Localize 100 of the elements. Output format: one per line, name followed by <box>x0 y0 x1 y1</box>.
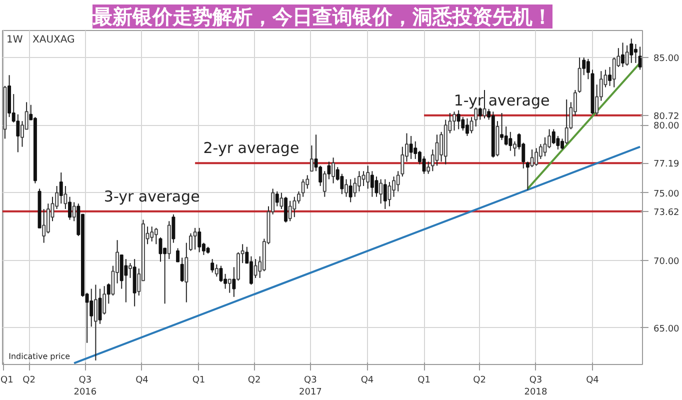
candlestick <box>344 178 348 198</box>
candlestick <box>301 178 305 198</box>
candlestick <box>465 118 469 136</box>
x-tick-label: Q4 <box>586 376 600 386</box>
candlestick <box>400 146 404 178</box>
candlestick <box>180 257 184 283</box>
candlestick <box>106 282 110 304</box>
y-tick-label: 80.00 <box>654 122 680 132</box>
candlestick <box>232 266 236 298</box>
candlestick <box>254 258 258 278</box>
candlestick <box>366 165 370 190</box>
chart-subtitle: 1W <box>6 34 23 46</box>
candlestick <box>90 288 94 328</box>
candlestick <box>288 200 292 222</box>
candlestick <box>327 161 331 180</box>
candlestick <box>214 264 218 278</box>
candlestick <box>435 134 439 166</box>
candlestick <box>409 135 413 160</box>
candlestick <box>16 114 20 153</box>
annotation: 2-yr average <box>203 139 300 158</box>
candlestick <box>534 148 538 166</box>
candlestick <box>456 110 460 130</box>
candlestick <box>638 46 642 70</box>
candlestick <box>219 265 223 283</box>
candlestick <box>478 107 482 120</box>
candlestick <box>621 42 624 68</box>
candlestick <box>362 170 366 187</box>
candlestick <box>42 208 46 244</box>
candlestick <box>275 190 279 207</box>
candlestick <box>414 140 418 160</box>
candlestick <box>383 178 387 210</box>
candlestick <box>630 38 634 64</box>
candlestick <box>564 98 568 145</box>
annotation: Indicative price <box>8 352 70 362</box>
annotation: 1-yr average <box>454 91 550 110</box>
candlestick <box>310 144 314 172</box>
candlestick <box>552 128 556 145</box>
candlestick <box>128 262 132 278</box>
candlestick <box>292 196 296 218</box>
annotation: 3-yr average <box>104 187 200 206</box>
candlestick <box>426 161 430 174</box>
x-tick-label: Q3 2017 <box>299 376 322 398</box>
candlestick <box>530 148 534 168</box>
candlestick <box>210 258 214 274</box>
candlestick <box>612 57 616 88</box>
candlestick <box>379 178 383 204</box>
candlestick <box>608 66 612 86</box>
candlestick <box>470 116 474 134</box>
candlestick <box>526 161 530 191</box>
candlestick <box>64 186 68 210</box>
x-tick-label: Q3 2018 <box>524 376 548 398</box>
candlestick <box>306 174 310 190</box>
candlestick <box>193 227 197 250</box>
candlestick <box>625 44 629 66</box>
candlestick <box>348 178 352 203</box>
data-label: 77.19 <box>654 160 680 170</box>
candlestick <box>374 176 378 198</box>
x-tick-label: Q4 <box>136 376 149 386</box>
candlestick <box>94 284 98 361</box>
x-tick-label: Q4 <box>360 376 374 386</box>
candlestick <box>508 131 512 152</box>
x-tick-label: Q1 <box>418 376 430 386</box>
x-tick-label: Q1 <box>0 376 14 386</box>
candlestick <box>150 226 154 242</box>
x-tick-label: Q2 <box>248 376 261 386</box>
candlestick <box>59 172 63 204</box>
candlestick <box>228 278 232 294</box>
candlestick <box>154 227 158 245</box>
candlestick <box>500 112 504 141</box>
candlestick <box>474 107 478 128</box>
candlestick <box>72 202 76 222</box>
y-tick-label: 75.00 <box>654 189 680 200</box>
candlestick <box>340 173 344 195</box>
candlestick <box>172 214 176 244</box>
candlestick <box>284 196 288 224</box>
candlestick <box>582 57 586 76</box>
data-label: 73.62 <box>654 208 680 218</box>
y-tick-label: 70.00 <box>654 256 680 267</box>
candlestick <box>513 140 516 157</box>
chart-title: XAUXAG <box>32 34 75 46</box>
candlestick <box>461 116 465 132</box>
data-label: 80.72 <box>654 112 680 122</box>
candlestick <box>548 128 552 149</box>
text: 最新银价走势解析，今日查询银价，洞悉投资先机！ <box>92 4 552 28</box>
x-tick-label: Q1 <box>192 376 206 386</box>
candlestick <box>176 248 180 262</box>
candlestick <box>504 126 508 146</box>
candlestick <box>332 157 336 184</box>
x-tick-label: Q2 <box>22 376 36 386</box>
candlestick <box>370 170 374 198</box>
candlestick <box>634 44 638 64</box>
candlestick <box>280 192 284 210</box>
candlestick <box>198 227 202 253</box>
candlestick <box>586 58 590 80</box>
candlestick <box>249 256 253 286</box>
x-tick-label: Q3 2016 <box>74 376 97 398</box>
candlestick <box>353 177 357 198</box>
x-tick-label: Q2 <box>473 376 486 386</box>
candlestick <box>46 203 50 234</box>
candlestick <box>578 57 582 94</box>
